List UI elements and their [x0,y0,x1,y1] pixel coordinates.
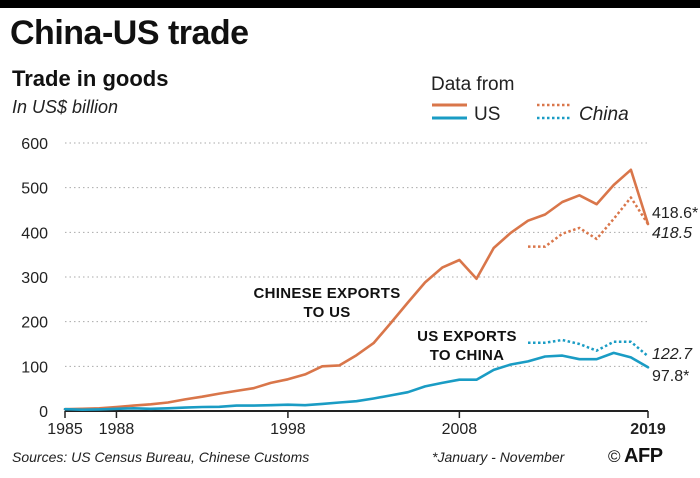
units-label: In US$ billion [12,97,119,117]
x-tick-label: 1988 [99,421,135,438]
y-tick-label: 100 [21,359,48,376]
chart-title: China-US trade [10,14,249,52]
annotation-us-exports-line1: US EXPORTS [417,328,517,345]
x-tick-label: 2008 [442,421,478,438]
x-tick-label: 2019 [630,421,666,438]
footnote: *January - November [432,449,565,465]
y-tick-label: 400 [21,225,48,242]
sources-note: Sources: US Census Bureau, Chinese Custo… [12,449,310,465]
end-label-1: 97.8* [652,368,689,385]
annotation-chinese-exports-line2: TO US [303,304,350,321]
end-label-2: 418.5 [652,225,692,242]
end-label-0: 418.6* [652,205,698,222]
legend-swatches [432,103,572,120]
x-axis: 1985 1988 1998 2008 2019 [47,410,666,438]
annotation-us-exports-line2: TO CHINA [430,347,505,364]
legend-label-china: China [579,104,629,125]
y-tick-label: 600 [21,136,48,153]
logo-text: AFP [624,445,663,467]
grid-lines [65,142,648,367]
x-tick-label: 1985 [47,421,83,438]
y-tick-label: 200 [21,315,48,332]
x-tick-label: 1998 [270,421,306,438]
series-line-1 [63,351,650,412]
annotation-chinese-exports-line1: CHINESE EXPORTS [253,285,400,302]
afp-logo: © AFP [608,445,663,468]
series-lines [63,168,650,412]
y-tick-label: 500 [21,181,48,198]
chart-subtitle: Trade in goods [12,66,169,91]
top-bar [0,0,700,8]
end-labels: 418.6* 97.8* 418.5 122.7 [652,205,698,385]
legend-title: Data from [431,74,515,95]
y-tick-labels: 0 100 200 300 400 500 600 [21,136,48,421]
series-line-0 [63,168,650,411]
legend-label-us: US [474,104,501,125]
annotations: CHINESE EXPORTS TO US US EXPORTS TO CHIN… [253,285,516,364]
copyright-symbol: © [608,447,621,466]
series-line-3 [528,338,649,358]
y-tick-label: 300 [21,270,48,287]
series-line-2 [528,196,650,248]
end-label-3: 122.7 [652,346,693,363]
y-tick-label: 0 [39,404,48,421]
